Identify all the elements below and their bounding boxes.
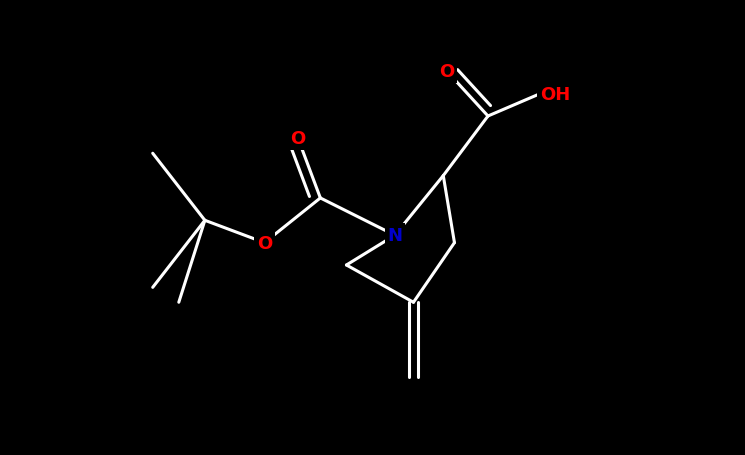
- Text: O: O: [440, 63, 454, 81]
- Text: O: O: [291, 130, 305, 148]
- Text: OH: OH: [540, 86, 571, 103]
- Text: O: O: [257, 234, 272, 252]
- Text: N: N: [387, 227, 402, 245]
